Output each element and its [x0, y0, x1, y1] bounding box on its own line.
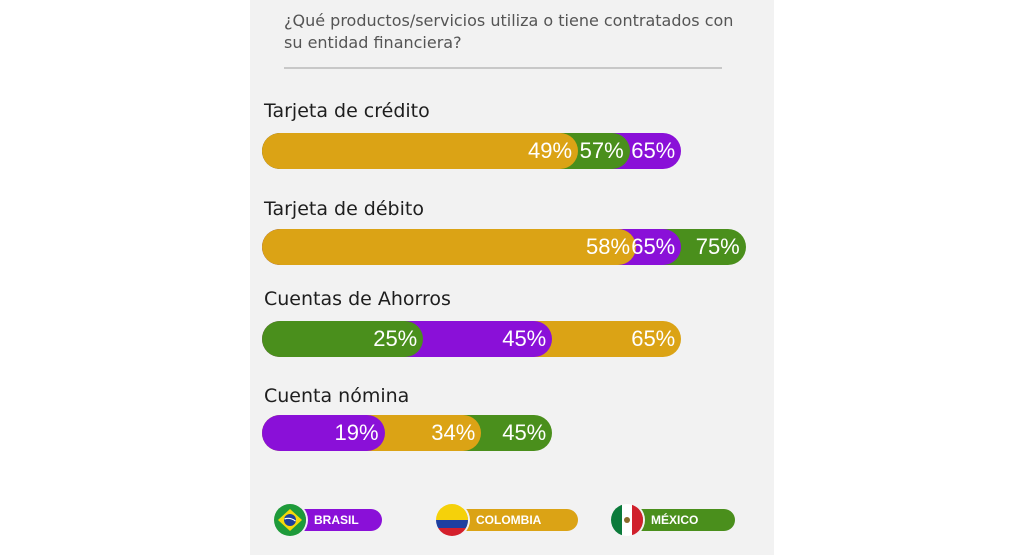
colombia-flag-icon	[436, 504, 468, 536]
brazil-flag-icon	[274, 504, 306, 536]
bar-segment-colombia	[262, 229, 637, 265]
bar-segment-colombia	[262, 133, 579, 169]
legend-item-colombia: COLOMBIA	[440, 509, 578, 531]
category-label: Tarjeta de crédito	[264, 100, 430, 122]
data-label-colombia: 34%	[431, 420, 476, 445]
data-label-mexico: 25%	[373, 326, 418, 351]
data-label-mexico: 57%	[579, 138, 624, 163]
mexico-flag-icon	[611, 504, 643, 536]
data-label-colombia: 58%	[586, 234, 631, 259]
data-label-mexico: 75%	[695, 234, 740, 259]
data-label-brasil: 45%	[502, 326, 547, 351]
category-label: Cuentas de Ahorros	[264, 288, 451, 310]
category-label: Tarjeta de débito	[264, 198, 424, 220]
bar-segment-brasil	[262, 415, 385, 451]
legend-item-mexico: MÉXICO	[615, 509, 735, 531]
bar-segment-mexico	[262, 321, 424, 357]
survey-question: ¿Qué productos/servicios utiliza o tiene…	[284, 11, 734, 52]
data-label-colombia: 65%	[631, 326, 676, 351]
data-label-brasil: 19%	[334, 420, 379, 445]
survey-panel	[250, 0, 774, 555]
data-label-brasil: 65%	[631, 138, 676, 163]
data-label-mexico: 45%	[502, 420, 547, 445]
category-label: Cuenta nómina	[264, 385, 410, 407]
data-label-colombia: 49%	[528, 138, 573, 163]
data-label-brasil: 65%	[631, 234, 676, 259]
divider	[284, 67, 722, 69]
